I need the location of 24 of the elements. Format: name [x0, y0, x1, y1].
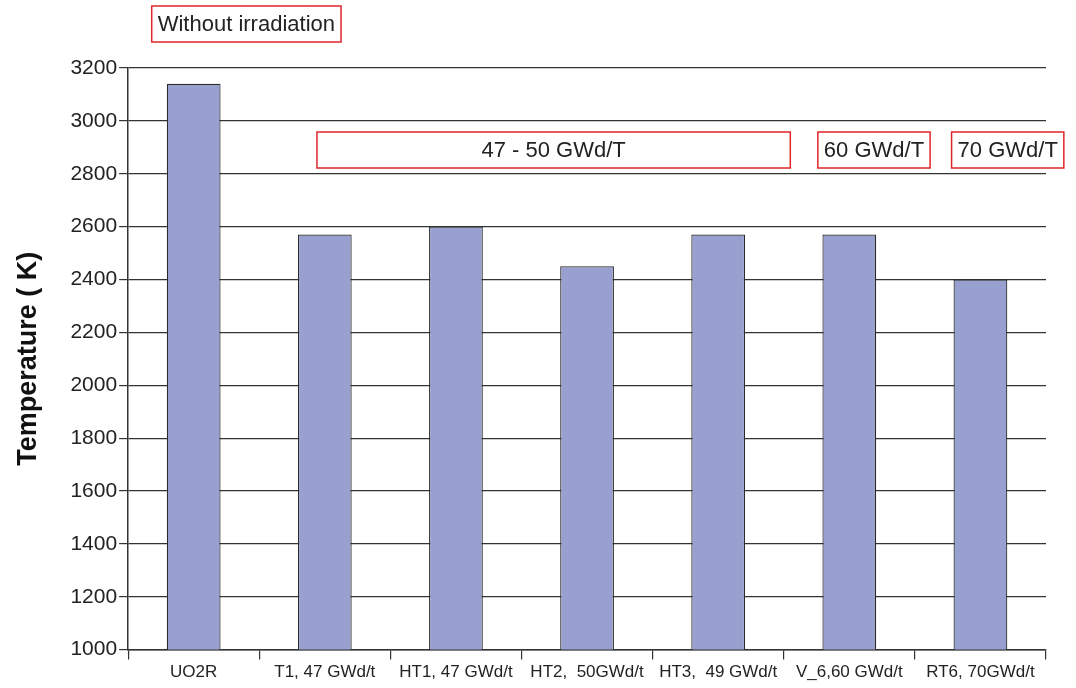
annotation: 47 - 50 GWd/T — [481, 137, 626, 163]
y-tick-label: 1000 — [70, 636, 118, 660]
y-tick-label: 1400 — [70, 530, 118, 554]
y-tick-label: 1600 — [70, 477, 118, 501]
x-tick-label: UO2R — [170, 662, 218, 682]
x-tick-label: T1, 47 GWd/t — [274, 662, 376, 682]
x-tick-label: RT6, 70GWd/t — [926, 662, 1035, 682]
annotation: 60 GWd/T — [823, 137, 925, 163]
y-tick-label: 2800 — [70, 160, 118, 184]
y-tick-label: 3000 — [70, 107, 118, 131]
y-axis-title: Temperature ( K) — [11, 251, 42, 466]
y-tick-label: 3200 — [70, 54, 118, 78]
annotation: 70 GWd/T — [957, 137, 1058, 163]
x-tick-label: HT2, 50GWd/t — [530, 662, 645, 682]
x-tick-label: V_6,60 GWd/t — [795, 662, 903, 682]
text: Without irradiation — [157, 11, 336, 37]
y-tick-label: 1800 — [70, 424, 118, 448]
y-tick-label: 2200 — [70, 319, 118, 343]
x-tick-label: HT3, 49 GWd/t — [659, 662, 778, 682]
y-tick-label: 2400 — [70, 266, 118, 290]
y-tick-label: 1200 — [70, 583, 118, 607]
x-tick-label: HT1, 47 GWd/t — [399, 662, 513, 682]
y-tick-label: 2000 — [70, 372, 118, 396]
y-tick-label: 2600 — [70, 213, 118, 237]
